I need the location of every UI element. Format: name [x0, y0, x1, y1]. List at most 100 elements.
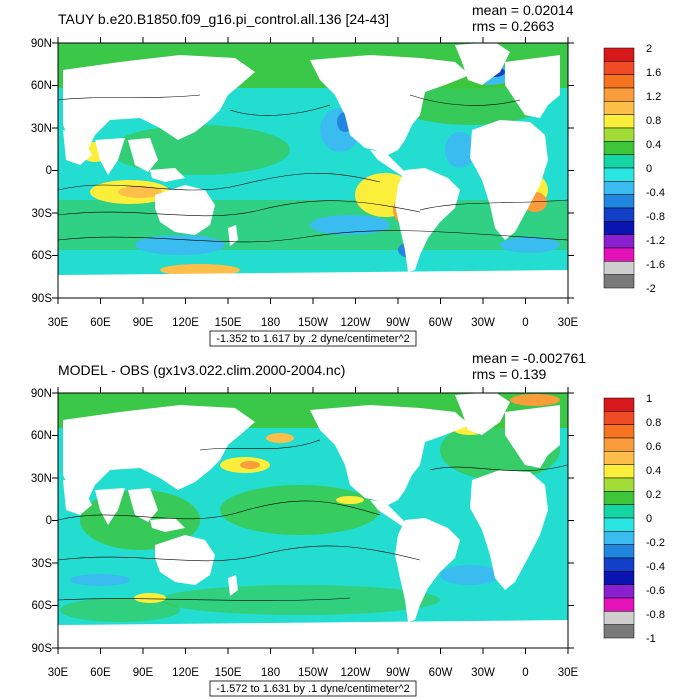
lon-label: 30E [48, 317, 69, 329]
lat-label: 90N [31, 388, 52, 400]
lat-label: 60S [32, 600, 53, 612]
lat-label: 60N [31, 430, 52, 442]
panel-1-lon-labels: 30E 60E 90E 120E 150E 180 150W 120W 90W … [48, 317, 579, 329]
colorbar-label: -2 [646, 283, 656, 295]
panel-1-colorbar: 2 1.6 1.2 0.8 0.4 0 -0.4 -0.8 -1.2 -1.6 -2 [603, 43, 665, 295]
colorbar-swatch [603, 557, 635, 572]
panel-2-mean: mean = -0.002761 [472, 350, 586, 366]
lat-label: 90S [32, 293, 53, 305]
lon-label: 150W [298, 317, 328, 329]
panel-2-lat-labels: 90N 60N 30N 0 30S 60S 90S [31, 388, 52, 655]
lon-label: 30W [471, 317, 495, 329]
lon-label: 90E [133, 667, 154, 679]
colorbar-swatch [603, 274, 635, 289]
colorbar-swatch [603, 544, 635, 559]
colorbar-swatch [603, 234, 635, 249]
lon-label: 30E [48, 667, 69, 679]
colorbar-swatch [603, 47, 635, 62]
colorbar-swatch [603, 451, 635, 465]
colorbar-swatch [603, 597, 635, 612]
panel-2-range-box: -1.572 to 1.631 by .1 dyne/centimeter^2 [209, 680, 417, 697]
colorbar-swatch [603, 397, 635, 412]
colorbar-swatch [603, 261, 635, 275]
colorbar-label: -0.4 [646, 187, 665, 199]
lon-label: 0 [522, 317, 528, 329]
colorbar-swatch [603, 154, 635, 169]
lat-label: 30N [31, 123, 52, 135]
colorbar-label: 0.2 [646, 489, 661, 501]
colorbar-swatch [603, 491, 635, 505]
panel-1-mean: mean = 0.02014 [472, 2, 574, 18]
colorbar-swatch [603, 571, 635, 585]
panel-1-rms: rms = 0.2663 [472, 18, 554, 34]
colorbar-swatch [603, 101, 635, 115]
colorbar-label: 1.2 [646, 91, 661, 103]
lat-label: 90N [31, 38, 52, 50]
colorbar-label: 0 [646, 163, 652, 175]
lon-label: 30E [558, 317, 579, 329]
colorbar-label: -1.6 [646, 259, 665, 271]
colorbar-swatch [603, 221, 635, 235]
colorbar-swatch [603, 584, 635, 599]
lon-label: 120W [340, 667, 370, 679]
lat-label: 60N [31, 80, 52, 92]
colorbar-label: 0.4 [646, 139, 661, 151]
lon-label: 60W [429, 317, 453, 329]
panel-2-colorbar: 1 0.8 0.6 0.4 0.2 0 -0.2 -0.4 -0.6 -0.8 -1 [603, 393, 665, 645]
lon-label: 30W [471, 667, 495, 679]
colorbar-label: 1.6 [646, 67, 661, 79]
colorbar-swatch [603, 464, 635, 479]
lat-label: 0 [46, 515, 52, 527]
colorbar-swatch [603, 61, 635, 75]
colorbar-label: 0.6 [646, 441, 661, 453]
colorbar-swatch [603, 167, 635, 182]
colorbar-swatch [603, 74, 635, 89]
panel-1-range-label: -1.352 to 1.617 by .2 dyne/centimeter^2 [216, 333, 410, 345]
colorbar-label: -0.4 [646, 561, 665, 573]
colorbar-label: -1.2 [646, 235, 665, 247]
lat-label: 30N [31, 473, 52, 485]
colorbar-label: 0.8 [646, 115, 661, 127]
colorbar-swatch [603, 114, 635, 129]
lat-label: 90S [32, 643, 53, 655]
colorbar-swatch [603, 504, 635, 519]
colorbar-swatch [603, 141, 635, 155]
colorbar-swatch [603, 624, 635, 639]
colorbar-swatch [603, 207, 635, 222]
lon-label: 150W [298, 667, 328, 679]
panel-2-rms: rms = 0.139 [472, 366, 547, 382]
lon-label: 90E [133, 317, 154, 329]
colorbar-swatch [603, 127, 635, 142]
colorbar-label: 2 [646, 43, 652, 55]
colorbar-swatch [603, 194, 635, 209]
colorbar-swatch [603, 87, 635, 102]
panel-1: TAUY b.e20.B1850.f09_g16.pi_control.all.… [31, 2, 665, 347]
lon-label: 30E [558, 667, 579, 679]
lon-label: 120W [340, 317, 370, 329]
colorbar-label: -0.2 [646, 537, 665, 549]
lon-label: 180 [261, 667, 280, 679]
colorbar-swatch [603, 477, 635, 492]
lon-label: 180 [261, 317, 280, 329]
colorbar-label: 0 [646, 513, 652, 525]
lon-label: 150E [215, 667, 242, 679]
lat-label: 30S [32, 558, 53, 570]
colorbar-label: 0.8 [646, 417, 661, 429]
colorbar-swatch [603, 424, 635, 439]
colorbar-label: 1 [646, 393, 652, 405]
lon-label: 150E [215, 317, 242, 329]
lon-label: 120E [172, 667, 199, 679]
lon-label: 0 [522, 667, 528, 679]
lat-label: 0 [46, 165, 52, 177]
colorbar-label: -0.8 [646, 609, 665, 621]
panel-1-map [52, 37, 574, 304]
panel-1-range-box: -1.352 to 1.617 by .2 dyne/centimeter^2 [209, 330, 417, 347]
lon-label: 120E [172, 317, 199, 329]
lon-label: 90W [386, 317, 410, 329]
colorbar-swatch [603, 531, 635, 545]
lon-label: 90W [386, 667, 410, 679]
panel-1-title: TAUY b.e20.B1850.f09_g16.pi_control.all.… [58, 11, 389, 27]
panel-2: MODEL - OBS (gx1v3.022.clim.2000-2004.nc… [31, 350, 665, 697]
colorbar-swatch [603, 247, 635, 262]
